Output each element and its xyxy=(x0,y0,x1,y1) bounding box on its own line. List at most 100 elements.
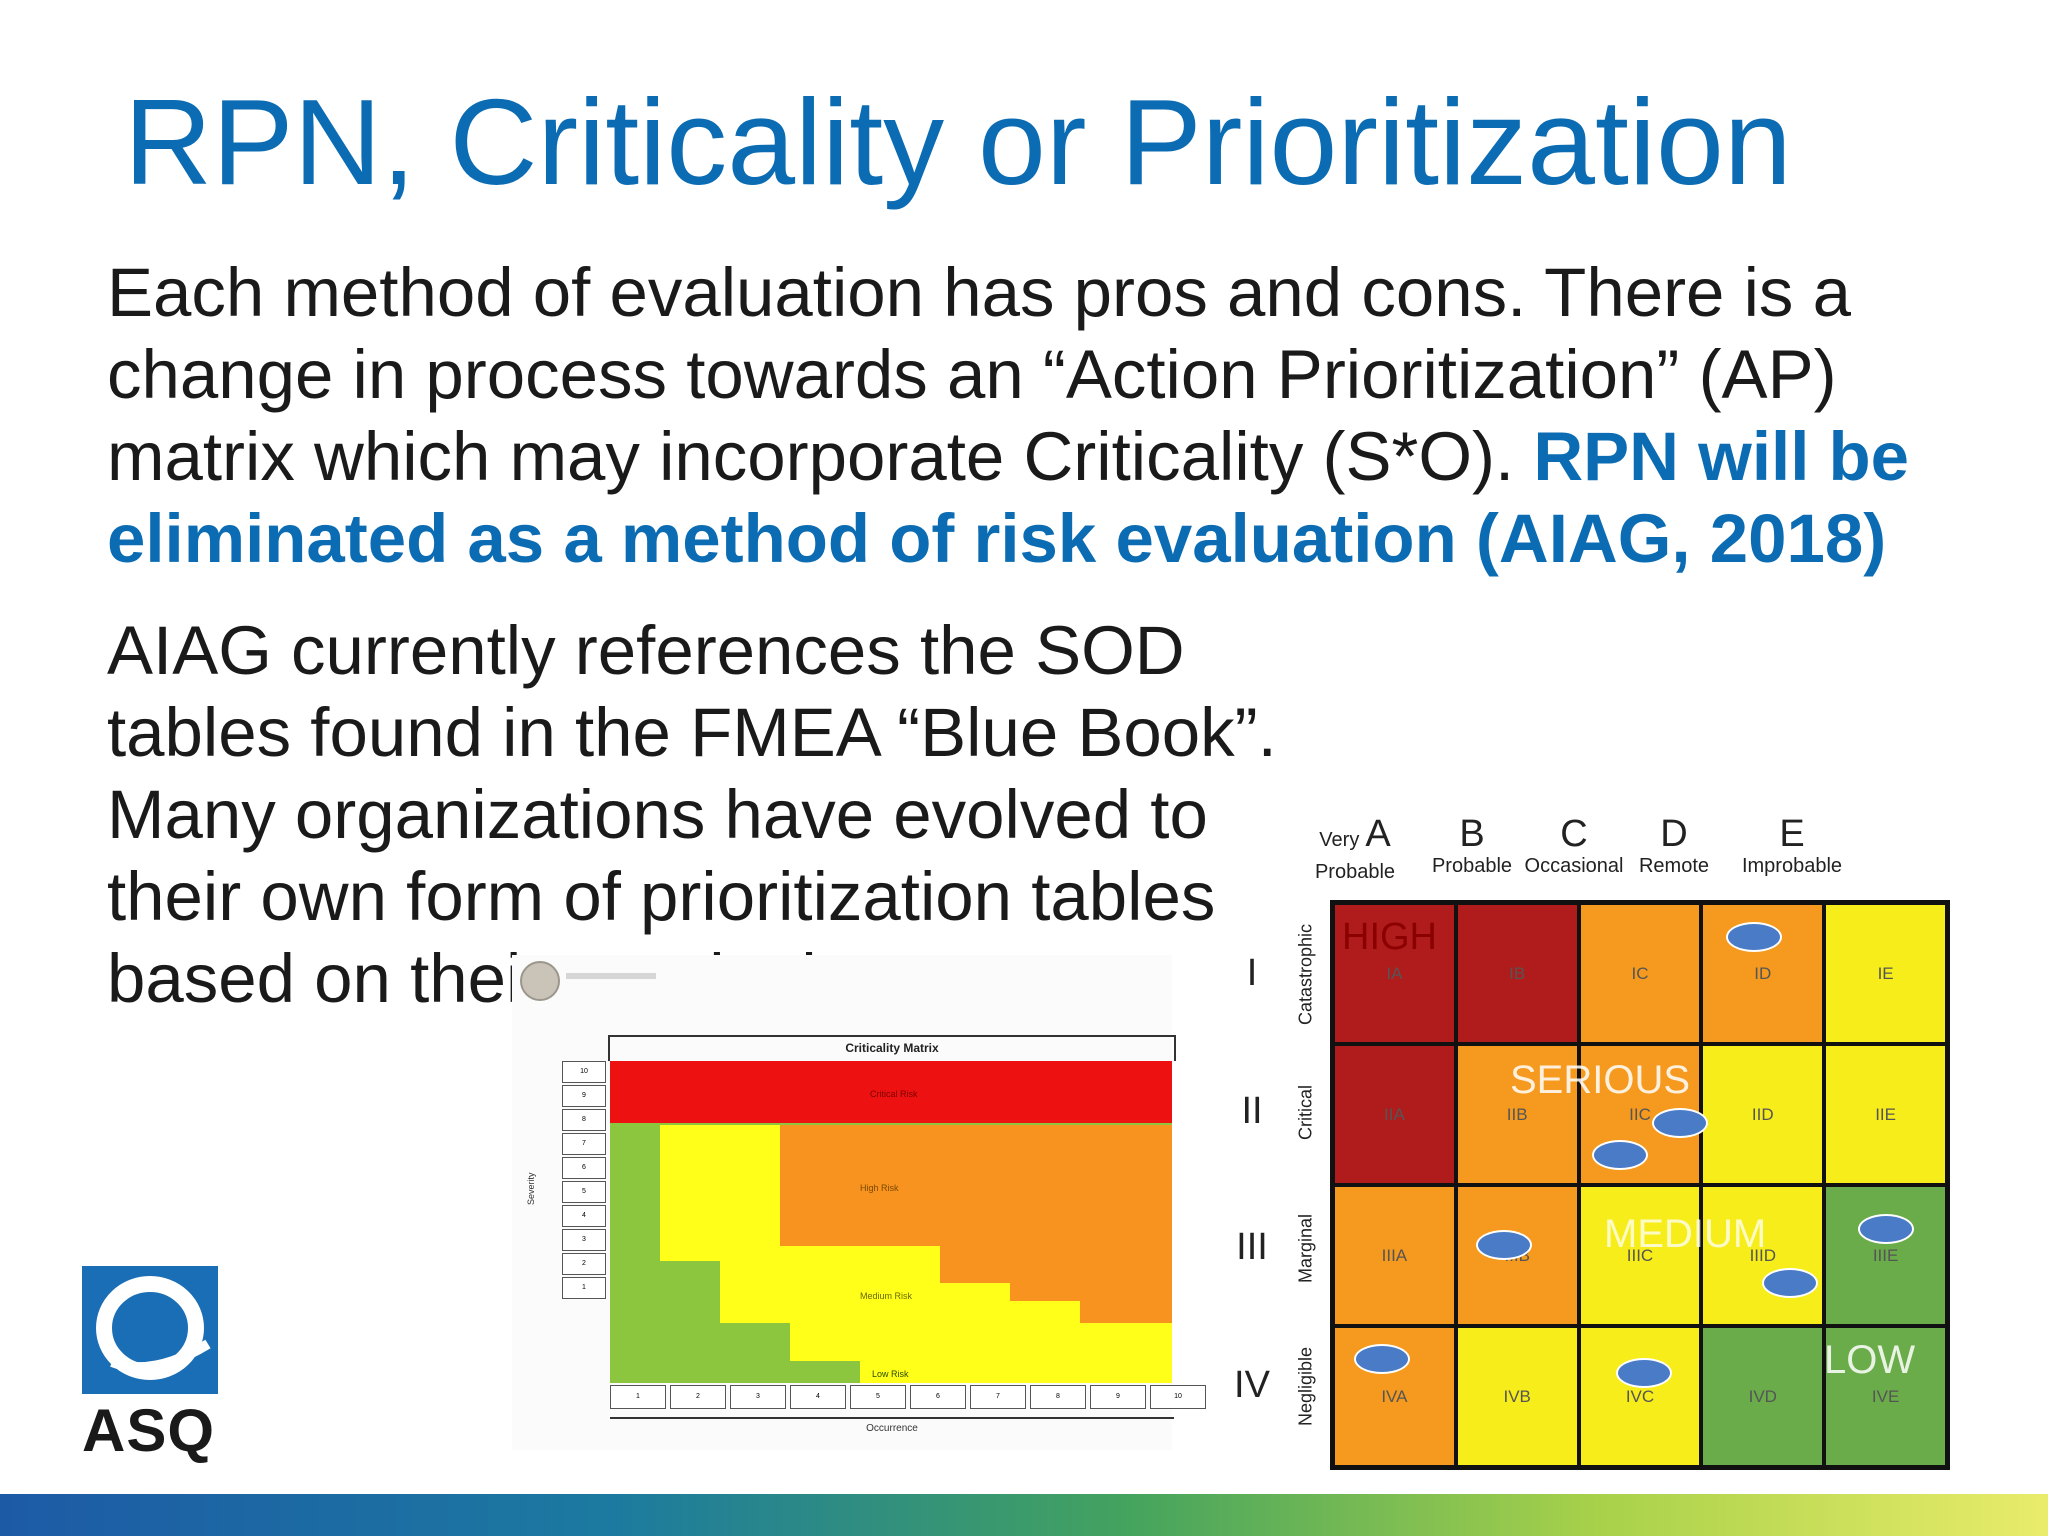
risk-marker xyxy=(1354,1344,1410,1374)
risk-cell: IE xyxy=(1826,905,1945,1042)
column-letter-text: D xyxy=(1660,813,1688,855)
severity-tick: 1 xyxy=(562,1277,606,1299)
column-word: Remote xyxy=(1638,855,1710,877)
row-roman-numeral: IV xyxy=(1234,1364,1270,1406)
occurrence-tick-row: 1 2 3 4 5 6 7 8 9 10 xyxy=(610,1385,1210,1409)
occurrence-tick: 4 xyxy=(790,1385,846,1409)
risk-marker xyxy=(1762,1268,1818,1298)
zone-high-fill xyxy=(780,1125,1172,1323)
criticality-matrix-title-box: Criticality Matrix xyxy=(608,1035,1176,1061)
column-letter-text: E xyxy=(1779,813,1805,855)
severity-tick: 6 xyxy=(562,1157,606,1179)
occurrence-tick: 3 xyxy=(730,1385,786,1409)
occurrence-axis-label: Occurrence xyxy=(610,1417,1174,1434)
risk-cell: IIB xyxy=(1457,1046,1577,1183)
column-letter: D xyxy=(1613,814,1735,854)
criticality-matrix-title: Criticality Matrix xyxy=(845,1041,939,1055)
column-word: Improbable xyxy=(1741,855,1843,877)
severity-tick: 3 xyxy=(562,1229,606,1251)
risk-cell: IIIE xyxy=(1826,1187,1945,1324)
zone-low-text: LOW xyxy=(1824,1338,1916,1382)
column-letter-text: C xyxy=(1560,813,1588,855)
zone-high-label: High Risk xyxy=(860,1183,899,1193)
zone-high-text: HIGH xyxy=(1342,916,1437,958)
severity-tick-column: 10 9 8 7 6 5 4 3 2 1 xyxy=(562,1061,606,1301)
risk-marker xyxy=(1652,1108,1708,1138)
column-letter: B xyxy=(1411,814,1533,854)
occurrence-tick: 6 xyxy=(910,1385,966,1409)
paragraph-sod-tables: AIAG currently references the SOD tables… xyxy=(107,610,1927,1020)
asq-q-mark-icon xyxy=(82,1266,218,1394)
risk-cell: IA xyxy=(1335,905,1454,1042)
occurrence-tick: 8 xyxy=(1030,1385,1086,1409)
severity-tick: 4 xyxy=(562,1205,606,1227)
risk-marker xyxy=(1616,1358,1672,1388)
occurrence-tick: 2 xyxy=(670,1385,726,1409)
severity-tick: 5 xyxy=(562,1181,606,1203)
row-severity-label: Catastrophic xyxy=(1295,923,1316,1026)
column-letter: E xyxy=(1731,814,1853,854)
column-header-c: C Occasional xyxy=(1513,814,1635,878)
risk-marker xyxy=(1726,922,1782,952)
row-severity-label: Marginal xyxy=(1295,1213,1316,1284)
column-header-b: B Probable xyxy=(1411,814,1533,878)
slide-title: RPN, Criticality or Prioritization xyxy=(124,74,1792,210)
column-word: Probable xyxy=(1314,861,1396,883)
risk-cell: IC xyxy=(1580,905,1700,1042)
risk-cell: IVC xyxy=(1580,1328,1700,1465)
column-header-e: E Improbable xyxy=(1731,814,1853,878)
row-roman-numeral: II xyxy=(1241,1090,1263,1132)
risk-marker xyxy=(1592,1140,1648,1170)
risk-cell: IID xyxy=(1703,1046,1823,1183)
criticality-image-header-text xyxy=(566,973,656,979)
risk-cell: IB xyxy=(1457,905,1577,1042)
column-header-a: Very A Probable xyxy=(1279,814,1431,884)
rpn-elimination-emphasis: RPN will be eliminated as a method of ri… xyxy=(107,418,1910,577)
risk-cell: IVA xyxy=(1335,1328,1454,1465)
occurrence-tick: 5 xyxy=(850,1385,906,1409)
risk-marker xyxy=(1858,1214,1914,1244)
severity-tick: 8 xyxy=(562,1109,606,1131)
risk-marker xyxy=(1476,1230,1532,1260)
criticality-zones-chart: Critical Risk High Risk Medium Risk Low … xyxy=(610,1061,1172,1383)
asq-logo-text: ASQ xyxy=(82,1397,216,1464)
severity-tick: 7 xyxy=(562,1133,606,1155)
zone-low-label: Low Risk xyxy=(872,1369,909,1379)
row-severity-label: Critical xyxy=(1295,1085,1316,1141)
paragraph-1-text: Each method of evaluation has pros and c… xyxy=(107,254,1851,495)
zone-critical-fill xyxy=(610,1061,1172,1123)
severity-tick: 2 xyxy=(562,1253,606,1275)
paragraph-action-prioritization: Each method of evaluation has pros and c… xyxy=(107,252,1987,580)
column-letter: Very A xyxy=(1279,814,1431,860)
asq-logo: ASQ xyxy=(82,1266,226,1465)
zone-serious-text: SERIOUS xyxy=(1510,1058,1691,1102)
risk-assessment-matrix-image: Very A Probable B Probable C Occasional D Remote… xyxy=(1232,808,1952,1472)
occurrence-tick: 1 xyxy=(610,1385,666,1409)
occurrence-tick: 10 xyxy=(1150,1385,1206,1409)
risk-cell: IVD xyxy=(1703,1328,1823,1465)
risk-matrix-grid: IAIBICIDIEIIAIIBIICIIDIIEIIIAIIIBIIICIII… xyxy=(1330,900,1950,1470)
column-letter-text: B xyxy=(1459,813,1485,855)
severity-axis-label: Severity xyxy=(526,1172,536,1205)
risk-cell: IVB xyxy=(1457,1328,1577,1465)
risk-cell: IIID xyxy=(1703,1187,1823,1324)
risk-cell: IIIC xyxy=(1580,1187,1700,1324)
zone-medium-text: MEDIUM xyxy=(1604,1212,1767,1256)
column-letter: C xyxy=(1513,814,1635,854)
row-severity-label: Negligible xyxy=(1295,1346,1316,1427)
column-letter-text: A xyxy=(1365,813,1391,855)
criticality-matrix-image: Criticality Matrix 10 9 8 7 6 5 4 3 2 1 Severity … xyxy=(512,955,1206,1450)
occurrence-tick: 9 xyxy=(1090,1385,1146,1409)
paragraph-2-text: AIAG currently references the SOD tables… xyxy=(107,612,1277,1017)
risk-cell: IIIA xyxy=(1335,1187,1454,1324)
zone-critical-label: Critical Risk xyxy=(870,1089,918,1099)
risk-cell: IVE xyxy=(1826,1328,1945,1465)
risk-cell: IIA xyxy=(1335,1046,1454,1183)
column-word: Occasional xyxy=(1524,855,1624,877)
criticality-image-logo xyxy=(520,961,560,1001)
row-roman-numeral: III xyxy=(1236,1226,1268,1268)
risk-cell: IIE xyxy=(1826,1046,1945,1183)
severity-tick: 10 xyxy=(562,1061,606,1083)
zone-medium-label: Medium Risk xyxy=(860,1291,913,1301)
row-roman-numeral: I xyxy=(1246,952,1258,994)
